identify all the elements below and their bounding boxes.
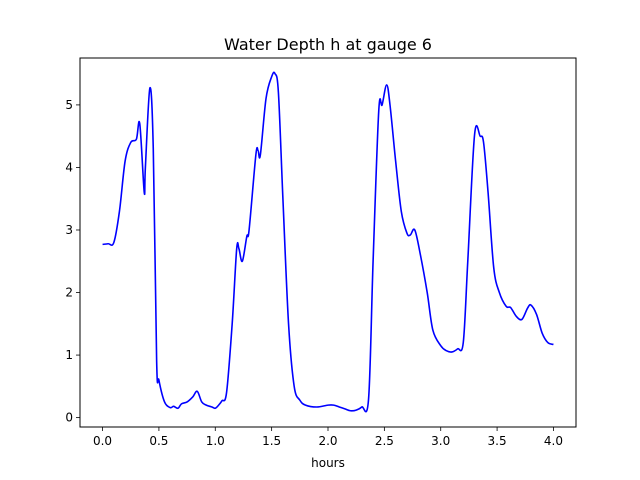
x-tick-label: 1.5 — [262, 434, 281, 448]
chart-title: Water Depth h at gauge 6 — [224, 35, 432, 54]
x-axis-label: hours — [311, 456, 345, 470]
x-tick-label: 1.0 — [206, 434, 225, 448]
x-tick-label: 4.0 — [544, 434, 563, 448]
x-tick-label: 0.5 — [149, 434, 168, 448]
y-tick-label: 4 — [65, 160, 73, 174]
series-line — [102, 71, 554, 413]
y-tick-label: 0 — [65, 411, 73, 425]
x-tick-label: 0.0 — [93, 434, 112, 448]
x-tick-label: 2.0 — [318, 434, 337, 448]
y-tick-label: 2 — [65, 286, 73, 300]
x-tick-label: 2.5 — [375, 434, 394, 448]
x-tick-label: 3.5 — [488, 434, 507, 448]
x-axis: 0.0 0.5 1.0 1.5 2.0 2.5 3.0 3.5 4.0 — [93, 427, 563, 448]
y-axis: 0 1 2 3 4 5 — [65, 98, 80, 425]
x-tick-label: 3.0 — [431, 434, 450, 448]
axes-frame — [79, 57, 577, 428]
y-tick-label: 1 — [65, 348, 73, 362]
plot-area — [102, 71, 554, 413]
y-tick-label: 3 — [65, 223, 73, 237]
y-tick-label: 5 — [65, 98, 73, 112]
